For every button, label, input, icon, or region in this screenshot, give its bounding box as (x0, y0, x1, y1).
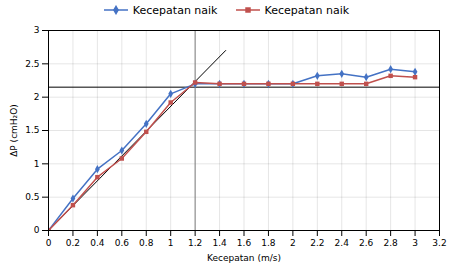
svg-text:2.5: 2.5 (25, 59, 39, 69)
svg-text:0: 0 (34, 225, 40, 235)
svg-text:3: 3 (412, 238, 418, 248)
svg-text:2: 2 (34, 92, 40, 102)
svg-text:2.6: 2.6 (359, 238, 374, 248)
html-text:Kecepatan naik: Kecepatan naik (264, 3, 350, 17)
svg-text:2: 2 (290, 238, 296, 248)
svg-text:1: 1 (34, 159, 40, 169)
svg-text:2.8: 2.8 (383, 238, 398, 248)
svg-text:1.5: 1.5 (25, 125, 39, 135)
svg-text:0.2: 0.2 (66, 238, 80, 248)
svg-text:0.8: 0.8 (139, 238, 154, 248)
svg-text:3: 3 (34, 25, 40, 35)
svg-text:1.8: 1.8 (261, 238, 276, 248)
svg-text:2.2: 2.2 (310, 238, 324, 248)
html-text:Kecepatan naik: Kecepatan naik (132, 3, 218, 17)
svg-text:0: 0 (46, 238, 52, 248)
svg-text:2.4: 2.4 (335, 238, 350, 248)
svg-text:1.6: 1.6 (237, 238, 252, 248)
svg-text:0.6: 0.6 (115, 238, 130, 248)
svg-text:0.4: 0.4 (90, 238, 105, 248)
svg-text:0.5: 0.5 (25, 192, 39, 202)
svg-text:ΔP (cmH₂O): ΔP (cmH₂O) (9, 104, 19, 157)
svg-text:1.2: 1.2 (188, 238, 202, 248)
svg-text:3.2: 3.2 (432, 238, 446, 248)
svg-text:1: 1 (168, 238, 174, 248)
svg-text:1.4: 1.4 (212, 238, 227, 248)
svg-text:Kecepatan (m/s): Kecepatan (m/s) (207, 253, 281, 263)
